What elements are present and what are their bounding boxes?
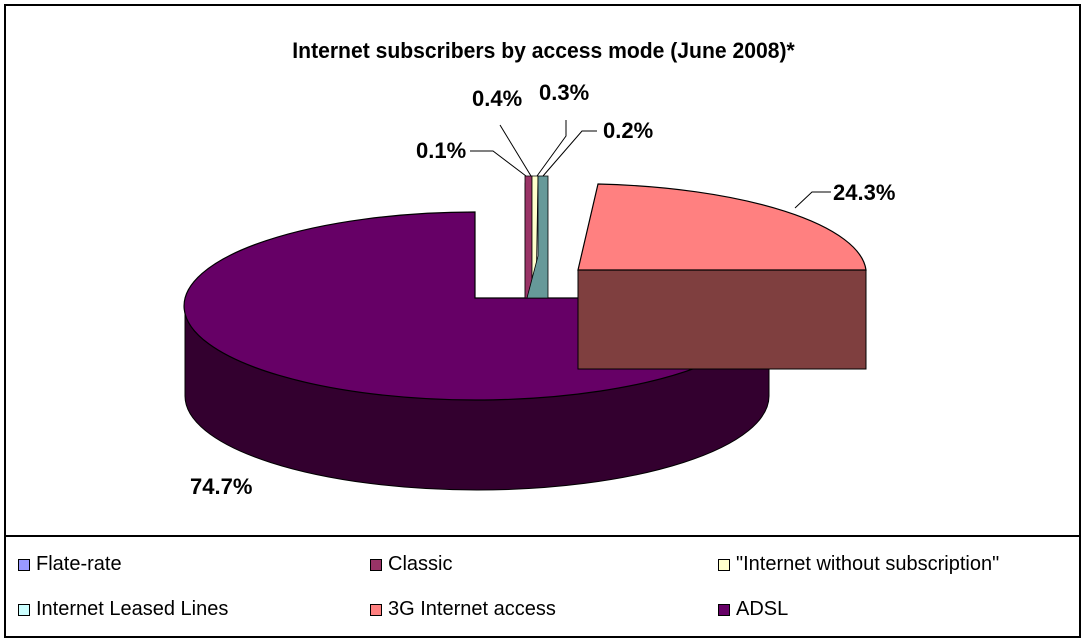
legend-item-adsl: ADSL xyxy=(718,598,788,621)
data-label-leased-lines: 0.2% xyxy=(603,118,653,143)
leader-line-flate-rate xyxy=(470,150,527,177)
data-label-classic: 0.4% xyxy=(472,86,522,111)
legend-label-flate-rate: Flate-rate xyxy=(36,553,122,575)
slice-3g xyxy=(577,183,867,271)
legend-swatch-adsl xyxy=(718,603,730,616)
legend-swatch-3g xyxy=(370,603,382,616)
leader-line-without-subscription xyxy=(536,120,567,177)
legend-item-3g: 3G Internet access xyxy=(370,598,556,621)
leader-line-classic xyxy=(499,124,532,177)
legend-swatch-classic xyxy=(370,558,382,571)
legend-label-3g: 3G Internet access xyxy=(388,598,556,620)
legend-label-classic: Classic xyxy=(388,553,453,575)
legend-swatch-without-subscription xyxy=(718,558,730,571)
data-label-adsl: 74.7% xyxy=(190,474,252,499)
pie-chart: 0.1% 0.4% 0.3% 0.2% 24.3% 74.7% xyxy=(183,80,895,499)
data-label-without-subscription: 0.3% xyxy=(539,80,589,105)
legend-item-leased-lines: Internet Leased Lines xyxy=(18,598,228,621)
data-label-flate-rate: 0.1% xyxy=(416,138,466,163)
legend: Flate-rate Classic "Internet without sub… xyxy=(4,535,1081,638)
legend-item-classic: Classic xyxy=(370,553,452,576)
slice-3g-side xyxy=(577,269,867,370)
leader-line-leased-lines xyxy=(542,130,597,177)
legend-swatch-leased-lines xyxy=(18,603,30,616)
data-label-3g: 24.3% xyxy=(833,180,895,205)
legend-label-adsl: ADSL xyxy=(736,598,789,620)
legend-item-without-subscription: "Internet without subscription" xyxy=(718,553,999,576)
chart-title: Internet subscribers by access mode (Jun… xyxy=(292,38,795,63)
leader-line-3g xyxy=(794,191,831,209)
legend-swatch-flate-rate xyxy=(18,558,30,571)
slice-classic xyxy=(524,175,533,299)
legend-label-without-subscription: "Internet without subscription" xyxy=(736,553,1000,575)
legend-item-flate-rate: Flate-rate xyxy=(18,553,122,576)
slice-leased-lines xyxy=(526,175,549,299)
legend-label-leased-lines: Internet Leased Lines xyxy=(36,598,229,620)
